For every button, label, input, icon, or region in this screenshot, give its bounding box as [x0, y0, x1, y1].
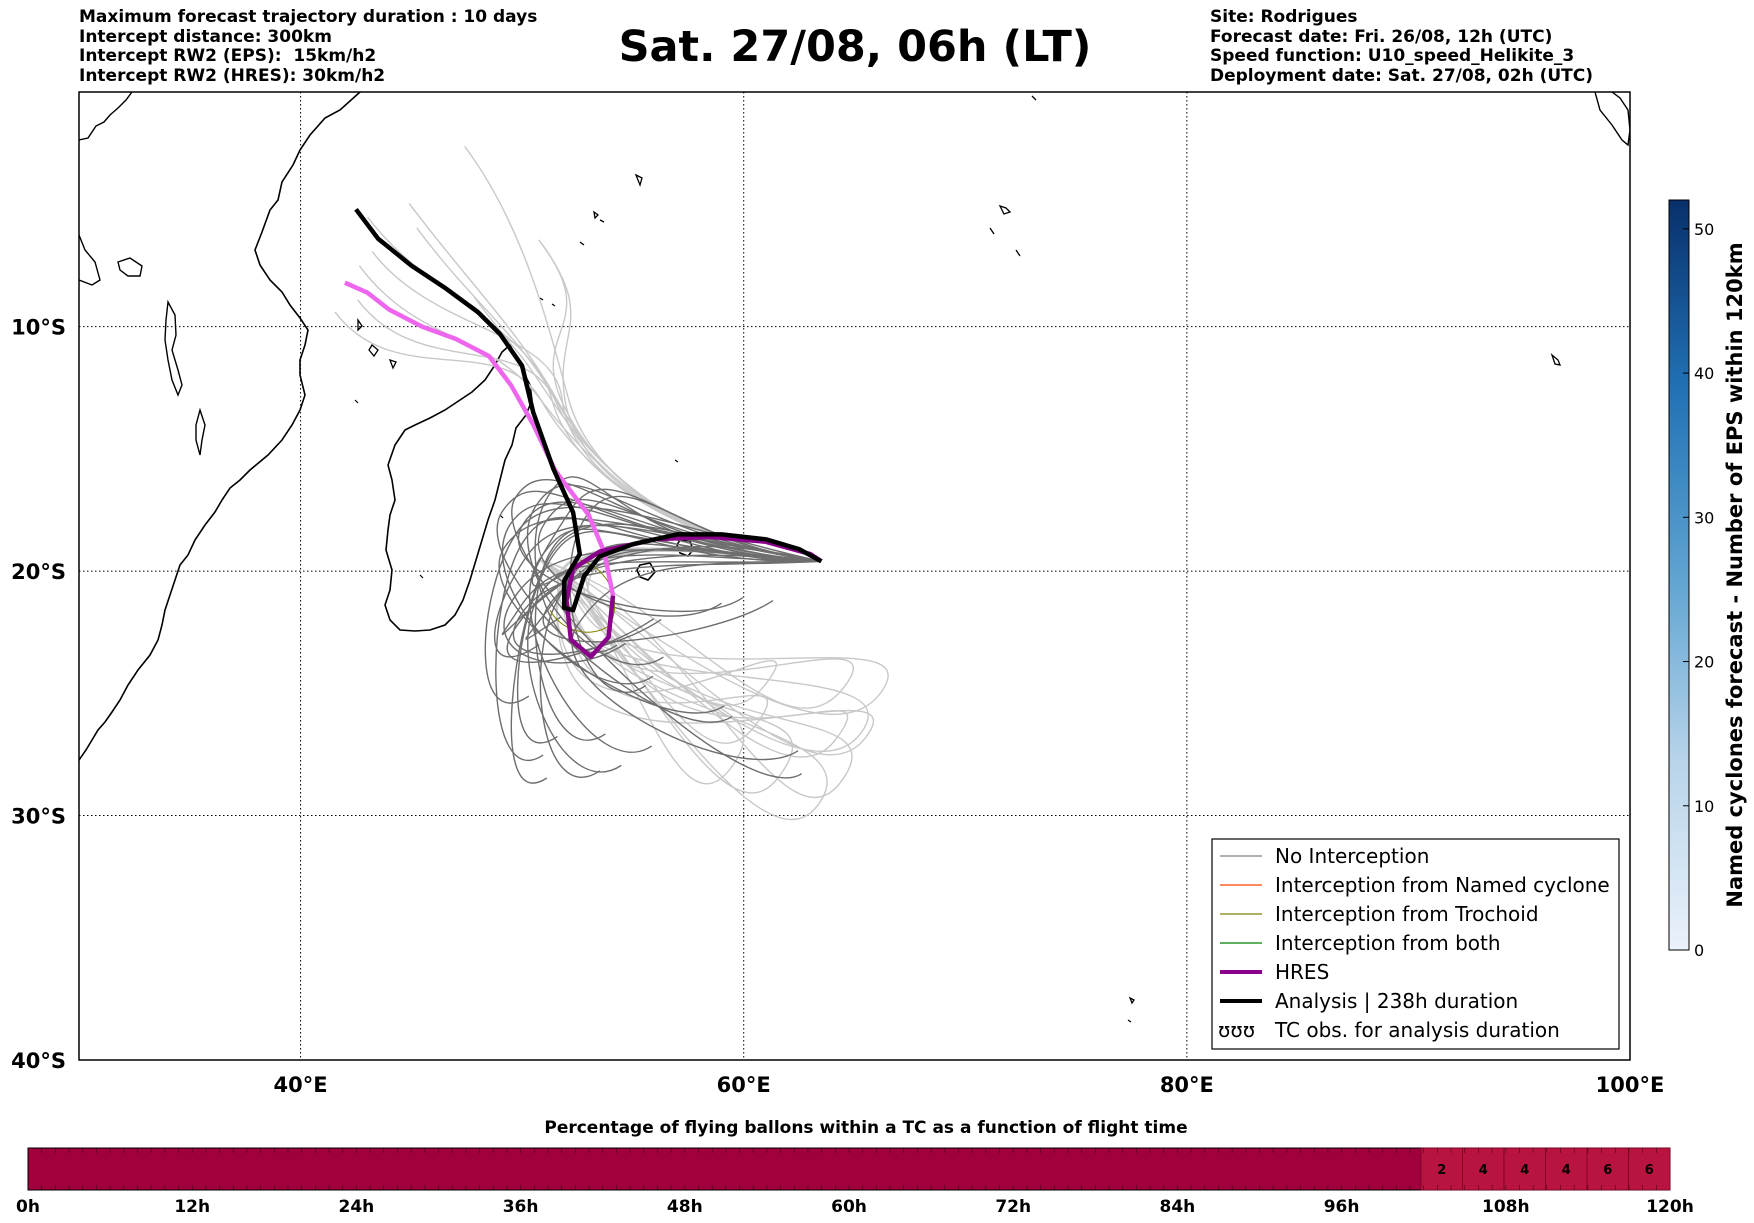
africa-west-outline [79, 234, 101, 286]
africa-coast [79, 92, 361, 761]
colorbar-tick-label: 10 [1694, 797, 1714, 816]
eps-track [484, 506, 822, 704]
eps-track [517, 530, 822, 744]
eps-track [537, 498, 822, 617]
cocos-islands [1550, 353, 1562, 366]
amsterdam-islands [1127, 996, 1135, 1023]
coastlines [79, 92, 1630, 1023]
colorbar-tick-label: 0 [1694, 941, 1704, 960]
africa-north-coast [79, 92, 133, 141]
lake-victoria [117, 257, 143, 277]
legend-label: Interception from Named cyclone [1275, 873, 1610, 897]
legend: No Interception Interception from Named c… [1211, 838, 1620, 1050]
flight-time-tick: 24h [339, 1197, 375, 1217]
eps-track [495, 516, 822, 761]
colorbar-title: Named cyclones forecast - Number of EPS … [1723, 242, 1747, 907]
lake-malawi [195, 407, 206, 456]
param-line: Intercept RW2 (EPS): 15km/h2 [79, 46, 377, 66]
eps-track [542, 545, 822, 643]
flight-time-tick: 60h [831, 1197, 867, 1217]
flight-time-cell-value: 6 [1603, 1163, 1612, 1178]
legend-label: Interception from both [1275, 931, 1501, 955]
lat-tick-label: 20°S [11, 560, 66, 584]
colorbar-tick-label: 40 [1694, 364, 1714, 383]
seychelles [579, 173, 643, 246]
lake-tanganyika [164, 299, 183, 397]
colorbar-tick-label: 20 [1694, 653, 1714, 672]
tc-obs-symbol: ʊʊʊ [1218, 1018, 1255, 1042]
flight-time-cell [1545, 1147, 1588, 1191]
main-tracks [343, 207, 823, 659]
colorbar-tick-label: 30 [1694, 508, 1714, 527]
site-line: Site: Rodrigues [1210, 7, 1358, 27]
flight-time-cell-value: 6 [1645, 1163, 1654, 1178]
lat-tick-label: 10°S [11, 316, 66, 340]
comoros [357, 317, 397, 370]
small-islands [354, 297, 679, 579]
param-line: Intercept distance: 300km [79, 26, 332, 47]
eps-track [501, 560, 822, 636]
flight-time-cell-value: 2 [1437, 1163, 1446, 1178]
eps-track [526, 484, 822, 666]
lon-tick-label: 40°E [274, 1073, 328, 1097]
flight-time-cell [1462, 1147, 1505, 1191]
legend-label: Interception from Trochoid [1275, 902, 1539, 926]
flight-time-cell-value: 4 [1479, 1163, 1488, 1178]
flight-time-tick: 12h [174, 1197, 210, 1217]
flight-time-cell [1628, 1147, 1671, 1191]
eps-track [511, 478, 822, 779]
flight-time-tick: 36h [503, 1197, 539, 1217]
graticule [79, 92, 1630, 1060]
legend-label: No Interception [1275, 844, 1429, 868]
eps-track [503, 549, 822, 664]
flight-time-tick: 72h [995, 1197, 1031, 1217]
analysis-track [354, 207, 823, 613]
flight-time-bar: Percentage of flying ballons within a TC… [16, 1118, 1694, 1217]
flight-time-tick: 0h [16, 1197, 40, 1217]
eps-colorbar: 0 10 20 30 40 50 Named cyclones forecast - Nu… [1668, 199, 1747, 960]
page-title: Sat. 27/08, 06h (LT) [618, 22, 1092, 72]
eps-track [510, 523, 822, 784]
legend-label: Analysis | 238h duration [1275, 989, 1518, 1013]
flight-time-tick: 84h [1160, 1197, 1196, 1217]
lon-tick-label: 80°E [1160, 1073, 1214, 1097]
sri-lanka [1594, 92, 1630, 147]
legend-label: TC obs. for analysis duration [1274, 1018, 1560, 1042]
chagos-maldives [989, 95, 1037, 257]
site-line: Deployment date: Sat. 27/08, 02h (UTC) [1210, 65, 1594, 86]
site-info: Site: Rodrigues Forecast date: Fri. 26/0… [1210, 7, 1594, 86]
site-line: Speed function: U10_speed_Helikite_3 [1210, 46, 1575, 66]
eps-track [496, 490, 822, 723]
lat-tick-label: 40°S [11, 1049, 66, 1073]
flight-time-cell [1420, 1147, 1463, 1191]
flight-time-tick: 96h [1324, 1197, 1360, 1217]
eps-track-light [539, 550, 875, 756]
lat-tick-label: 30°S [11, 805, 66, 829]
flight-time-bar-title: Percentage of flying ballons within a TC… [544, 1118, 1187, 1138]
param-line: Maximum forecast trajectory duration : 1… [79, 7, 538, 27]
flight-time-tick: 108h [1482, 1197, 1530, 1217]
map-axis-labels: 40°E 60°E 80°E 100°E 10°S 20°S 30°S 40°S [11, 316, 1664, 1097]
hres-track-early [343, 280, 616, 597]
madagascar [384, 343, 533, 632]
forecast-parameters: Maximum forecast trajectory duration : 1… [79, 7, 538, 86]
reunion [636, 562, 656, 581]
param-line: Intercept RW2 (HRES): 30km/h2 [79, 65, 386, 86]
flight-time-tick: 120h [1646, 1197, 1694, 1217]
lon-tick-label: 100°E [1596, 1073, 1665, 1097]
eps-track [527, 554, 822, 773]
flight-time-cell-value: 4 [1562, 1163, 1571, 1178]
lon-tick-label: 60°E [717, 1073, 771, 1097]
flight-time-cell-value: 4 [1520, 1163, 1529, 1178]
legend-label: HRES [1275, 960, 1329, 984]
flight-time-tick: 48h [667, 1197, 703, 1217]
colorbar-tick-label: 50 [1694, 220, 1714, 239]
eps-track [534, 524, 822, 741]
eps-trajectories-no-interception [484, 476, 822, 784]
hres-track [564, 534, 823, 659]
site-line: Forecast date: Fri. 26/08, 12h (UTC) [1210, 26, 1553, 47]
